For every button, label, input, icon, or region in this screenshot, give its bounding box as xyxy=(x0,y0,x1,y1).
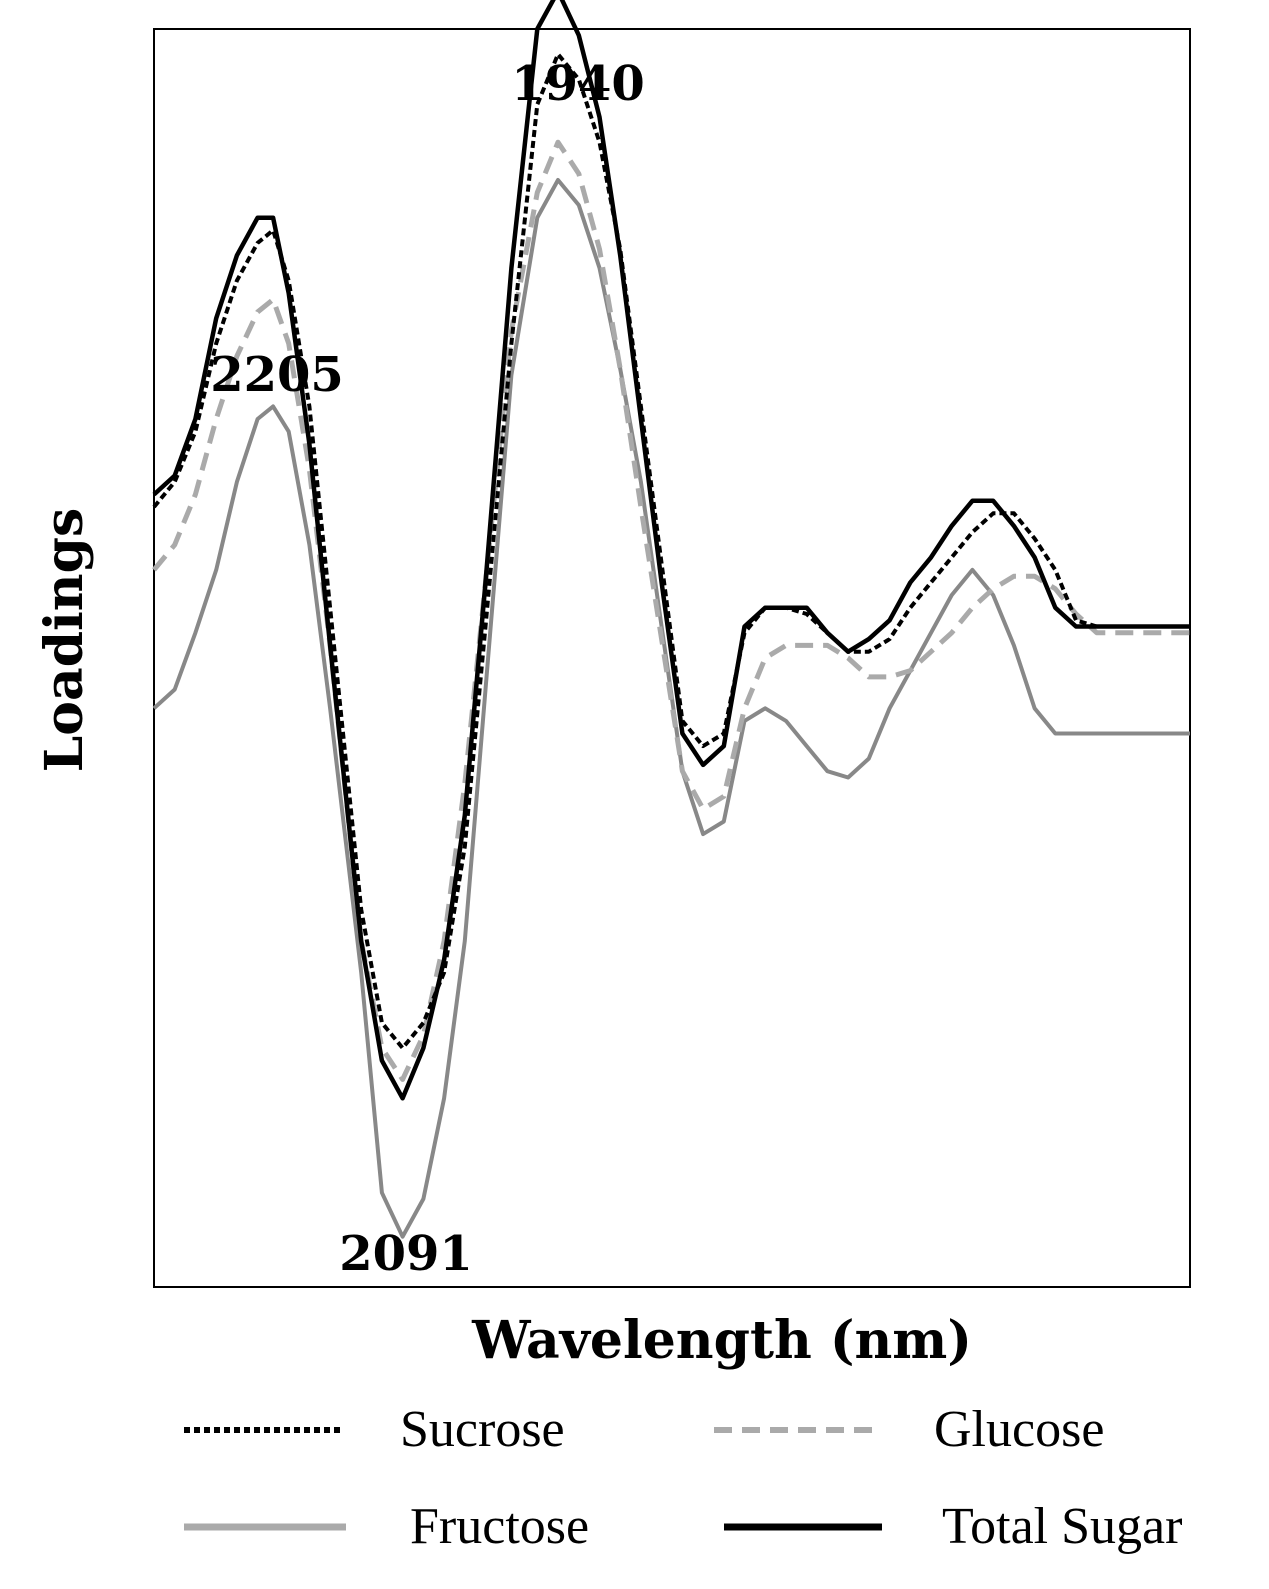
y-axis-label: Loadings xyxy=(34,508,95,773)
x-axis-label: Wavelength (nm) xyxy=(471,1310,972,1371)
legend-label-glucose: Glucose xyxy=(934,1401,1104,1458)
series-line-glucose xyxy=(152,139,1190,1082)
series-line-total-sugar xyxy=(152,0,1190,1101)
legend-label-fructose: Fructose xyxy=(410,1498,589,1555)
legend-label-total-sugar: Total Sugar xyxy=(942,1498,1182,1555)
legend: Sucrose Glucose Fructose Total Sugar xyxy=(184,1401,1182,1555)
annotation-peak-2205: 2205 xyxy=(210,347,344,403)
annotation-layer: 2205 1940 2091 xyxy=(210,56,645,1282)
annotation-peak-1940: 1940 xyxy=(511,56,645,112)
series-layer xyxy=(152,0,1190,1239)
annotation-trough-2091: 2091 xyxy=(339,1226,473,1282)
series-line-fructose xyxy=(152,178,1190,1239)
series-line-sucrose xyxy=(152,52,1190,1050)
legend-label-sucrose: Sucrose xyxy=(400,1401,565,1458)
plot-frame xyxy=(153,28,1191,1288)
